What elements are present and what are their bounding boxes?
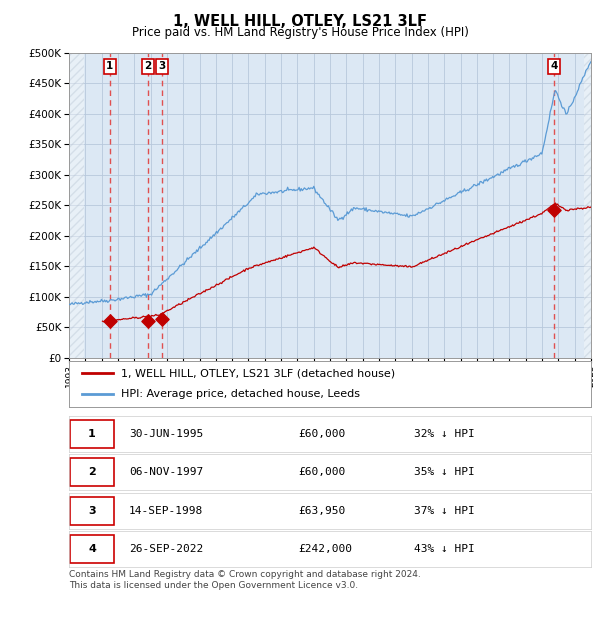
- Text: 2: 2: [88, 467, 96, 477]
- Text: Contains HM Land Registry data © Crown copyright and database right 2024.
This d: Contains HM Land Registry data © Crown c…: [69, 570, 421, 590]
- Text: 1, WELL HILL, OTLEY, LS21 3LF: 1, WELL HILL, OTLEY, LS21 3LF: [173, 14, 427, 29]
- Text: 30-JUN-1995: 30-JUN-1995: [129, 429, 203, 439]
- Bar: [69, 53, 83, 358]
- FancyBboxPatch shape: [70, 497, 115, 525]
- Text: 26-SEP-2022: 26-SEP-2022: [129, 544, 203, 554]
- Point: [157, 314, 167, 324]
- Text: Price paid vs. HM Land Registry's House Price Index (HPI): Price paid vs. HM Land Registry's House …: [131, 26, 469, 39]
- Text: £60,000: £60,000: [299, 467, 346, 477]
- Text: 1: 1: [106, 61, 113, 71]
- Text: 14-SEP-1998: 14-SEP-1998: [129, 506, 203, 516]
- Text: 32% ↓ HPI: 32% ↓ HPI: [413, 429, 474, 439]
- Text: 43% ↓ HPI: 43% ↓ HPI: [413, 544, 474, 554]
- FancyBboxPatch shape: [70, 458, 115, 487]
- Text: £60,000: £60,000: [299, 429, 346, 439]
- Point: [105, 316, 115, 326]
- Text: £242,000: £242,000: [299, 544, 353, 554]
- Text: 37% ↓ HPI: 37% ↓ HPI: [413, 506, 474, 516]
- Text: 06-NOV-1997: 06-NOV-1997: [129, 467, 203, 477]
- Text: HPI: Average price, detached house, Leeds: HPI: Average price, detached house, Leed…: [121, 389, 360, 399]
- FancyBboxPatch shape: [70, 420, 115, 448]
- Text: 4: 4: [88, 544, 96, 554]
- Point: [143, 316, 152, 326]
- Text: 3: 3: [158, 61, 166, 71]
- Text: £63,950: £63,950: [299, 506, 346, 516]
- Text: 2: 2: [144, 61, 151, 71]
- Text: 35% ↓ HPI: 35% ↓ HPI: [413, 467, 474, 477]
- Text: 3: 3: [88, 506, 96, 516]
- Point: [549, 205, 559, 215]
- Bar: [584, 53, 591, 358]
- FancyBboxPatch shape: [70, 535, 115, 564]
- Text: 1, WELL HILL, OTLEY, LS21 3LF (detached house): 1, WELL HILL, OTLEY, LS21 3LF (detached …: [121, 368, 395, 378]
- Text: 4: 4: [550, 61, 557, 71]
- Text: 1: 1: [88, 429, 96, 439]
